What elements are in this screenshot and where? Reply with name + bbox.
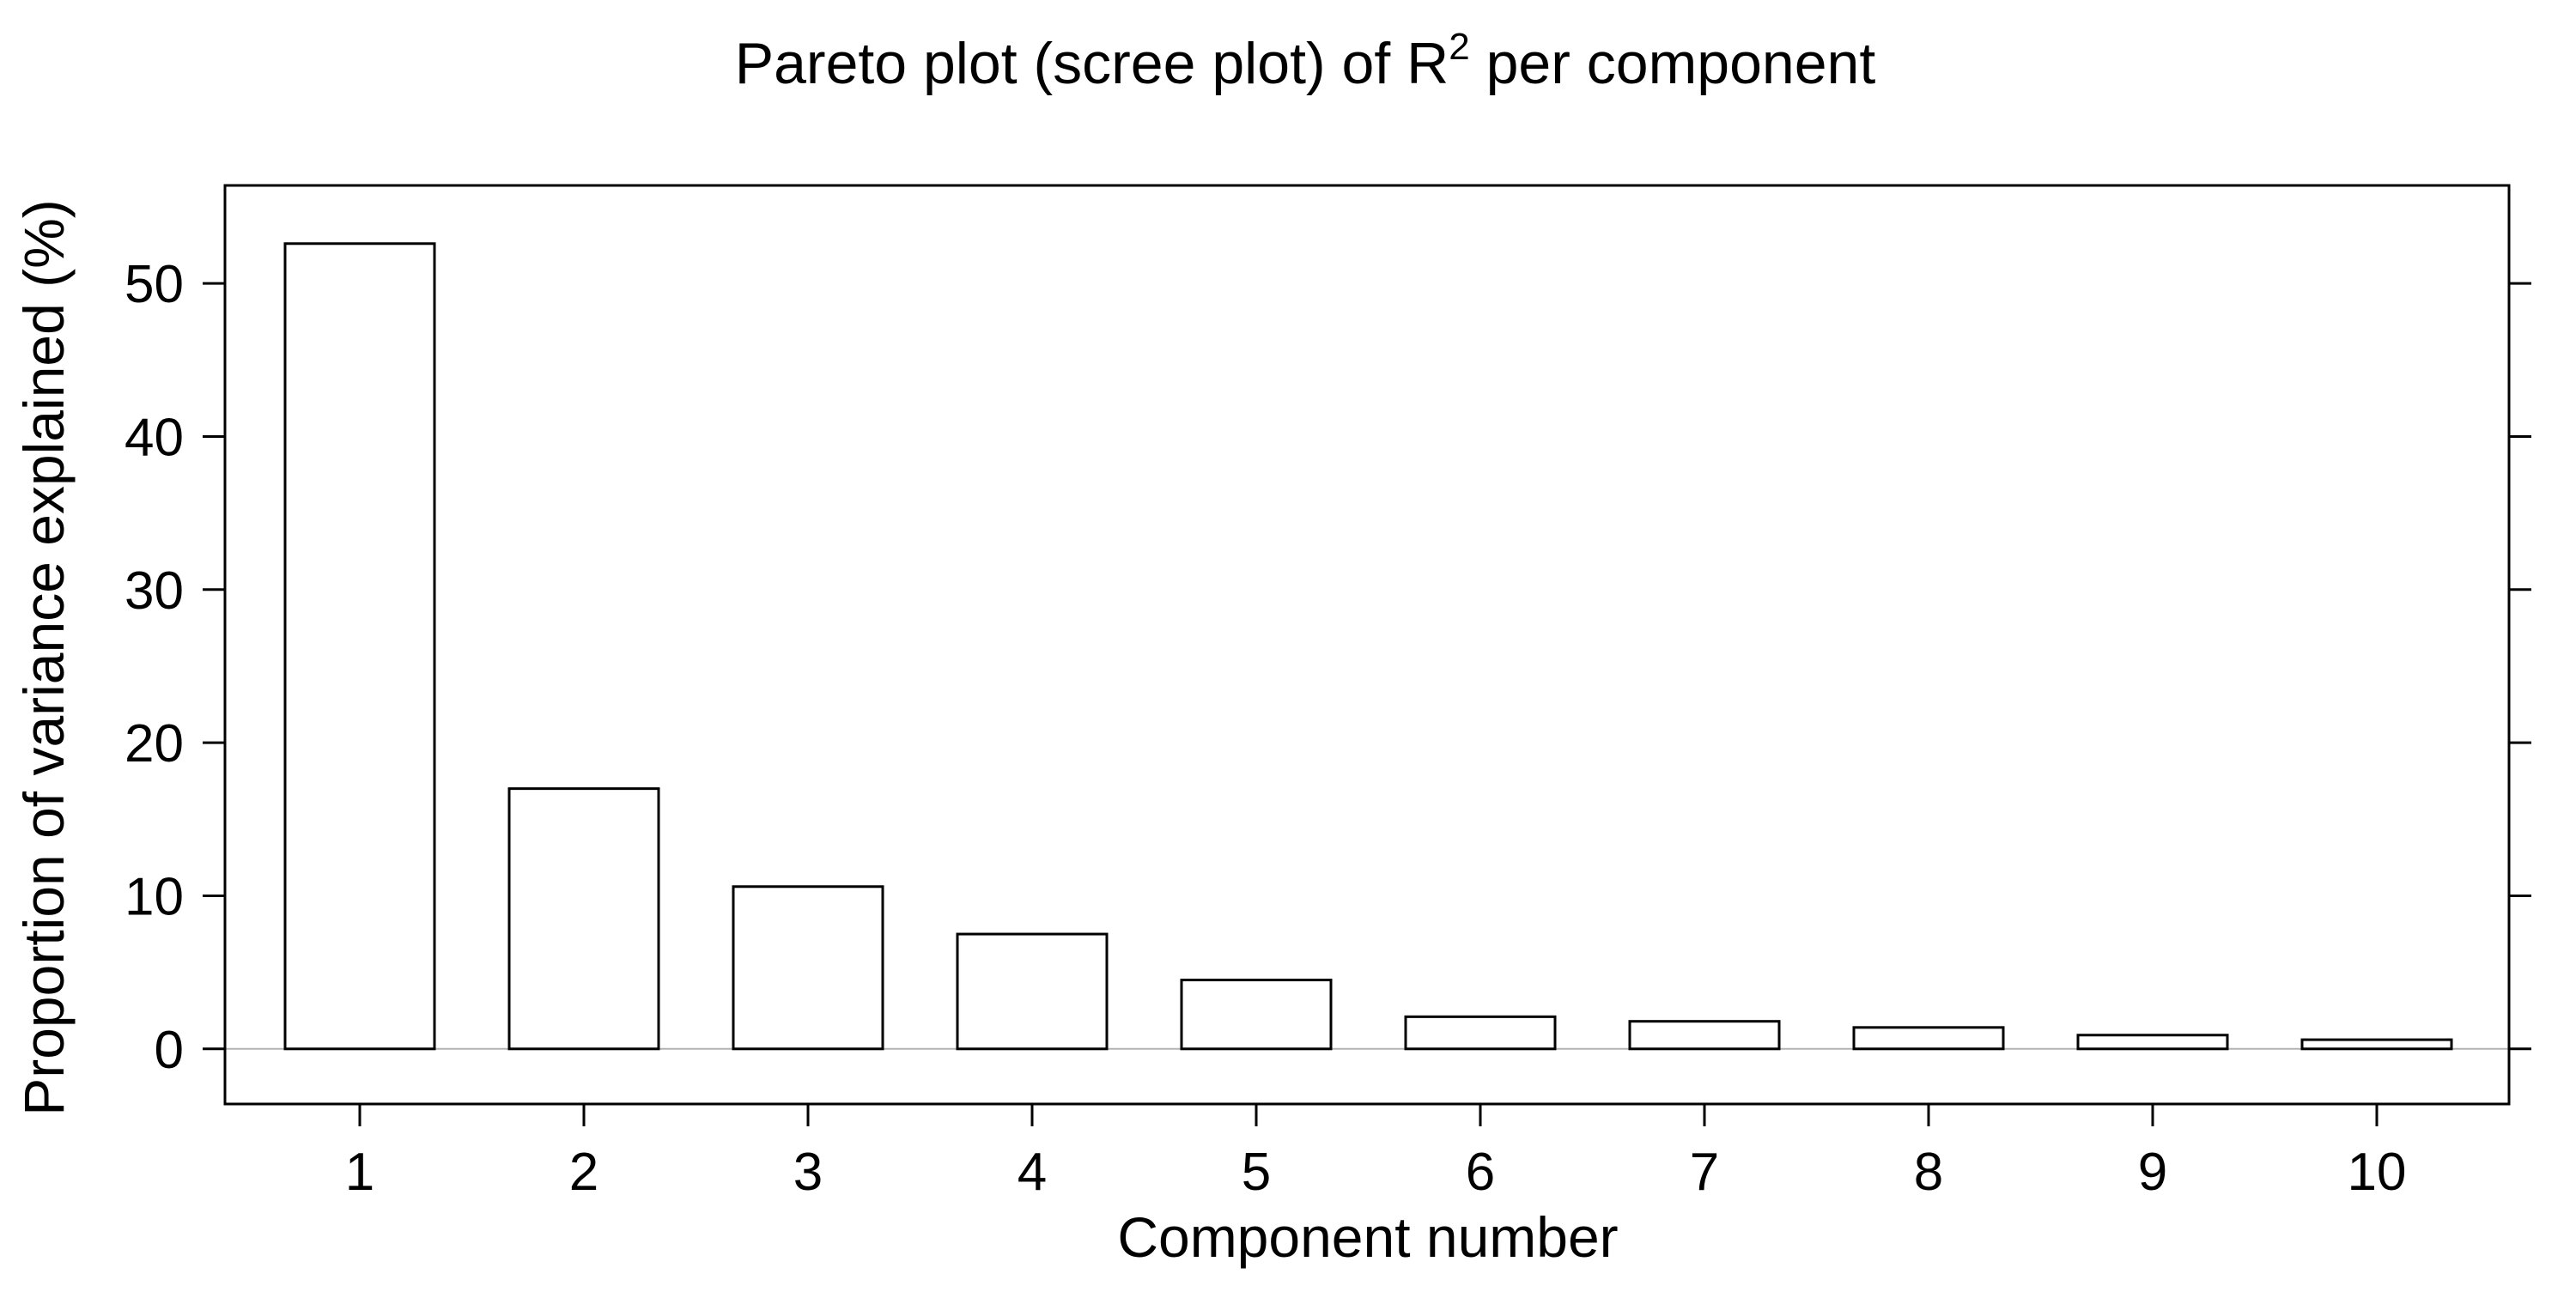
bar-component-7: [1628, 1020, 1781, 1051]
y-tick-label-10: 10: [125, 867, 184, 926]
x-tick-label-9: 9: [2138, 1143, 2167, 1202]
chart-title-suffix: per component: [1470, 31, 1876, 96]
bar-component-6: [1404, 1015, 1557, 1051]
x-tick-label-2: 2: [569, 1143, 598, 1202]
x-tick-label-3: 3: [793, 1143, 823, 1202]
x-axis-label: Component number: [1117, 1205, 1618, 1269]
bar-component-9: [2076, 1034, 2229, 1051]
chart-title-main: Pareto plot (scree plot) of R: [735, 31, 1449, 96]
bar-component-3: [732, 885, 884, 1051]
plot-area: 0 10 20 30 40 50 1 2 3 4 5 6 7 8 9 10: [125, 184, 2531, 1202]
bar-component-1: [283, 242, 436, 1051]
x-tick-label-5: 5: [1242, 1143, 1271, 1202]
bar-component-5: [1180, 979, 1333, 1051]
y-tick-label-20: 20: [125, 714, 184, 773]
x-tick-label-8: 8: [1914, 1143, 1943, 1202]
bar-component-10: [2300, 1038, 2453, 1051]
y-tick-label-40: 40: [125, 408, 184, 467]
y-tick-label-0: 0: [155, 1021, 184, 1080]
chart-title: Pareto plot (scree plot) of R2 per compo…: [735, 26, 1876, 96]
bar-component-8: [1852, 1026, 2005, 1051]
bar-component-4: [956, 932, 1109, 1051]
bar-component-2: [507, 787, 660, 1051]
x-tick-label-10: 10: [2348, 1143, 2407, 1202]
chart-title-superscript: 2: [1449, 26, 1469, 68]
x-tick-label-4: 4: [1018, 1143, 1047, 1202]
y-tick-label-30: 30: [125, 561, 184, 621]
plot-frame: [223, 184, 2511, 1106]
y-axis-label: Proportion of variance explained (%): [12, 199, 76, 1116]
y-tick-label-50: 50: [125, 255, 184, 314]
x-tick-label-7: 7: [1690, 1143, 1719, 1202]
x-tick-label-6: 6: [1466, 1143, 1495, 1202]
x-tick-label-1: 1: [345, 1143, 374, 1202]
